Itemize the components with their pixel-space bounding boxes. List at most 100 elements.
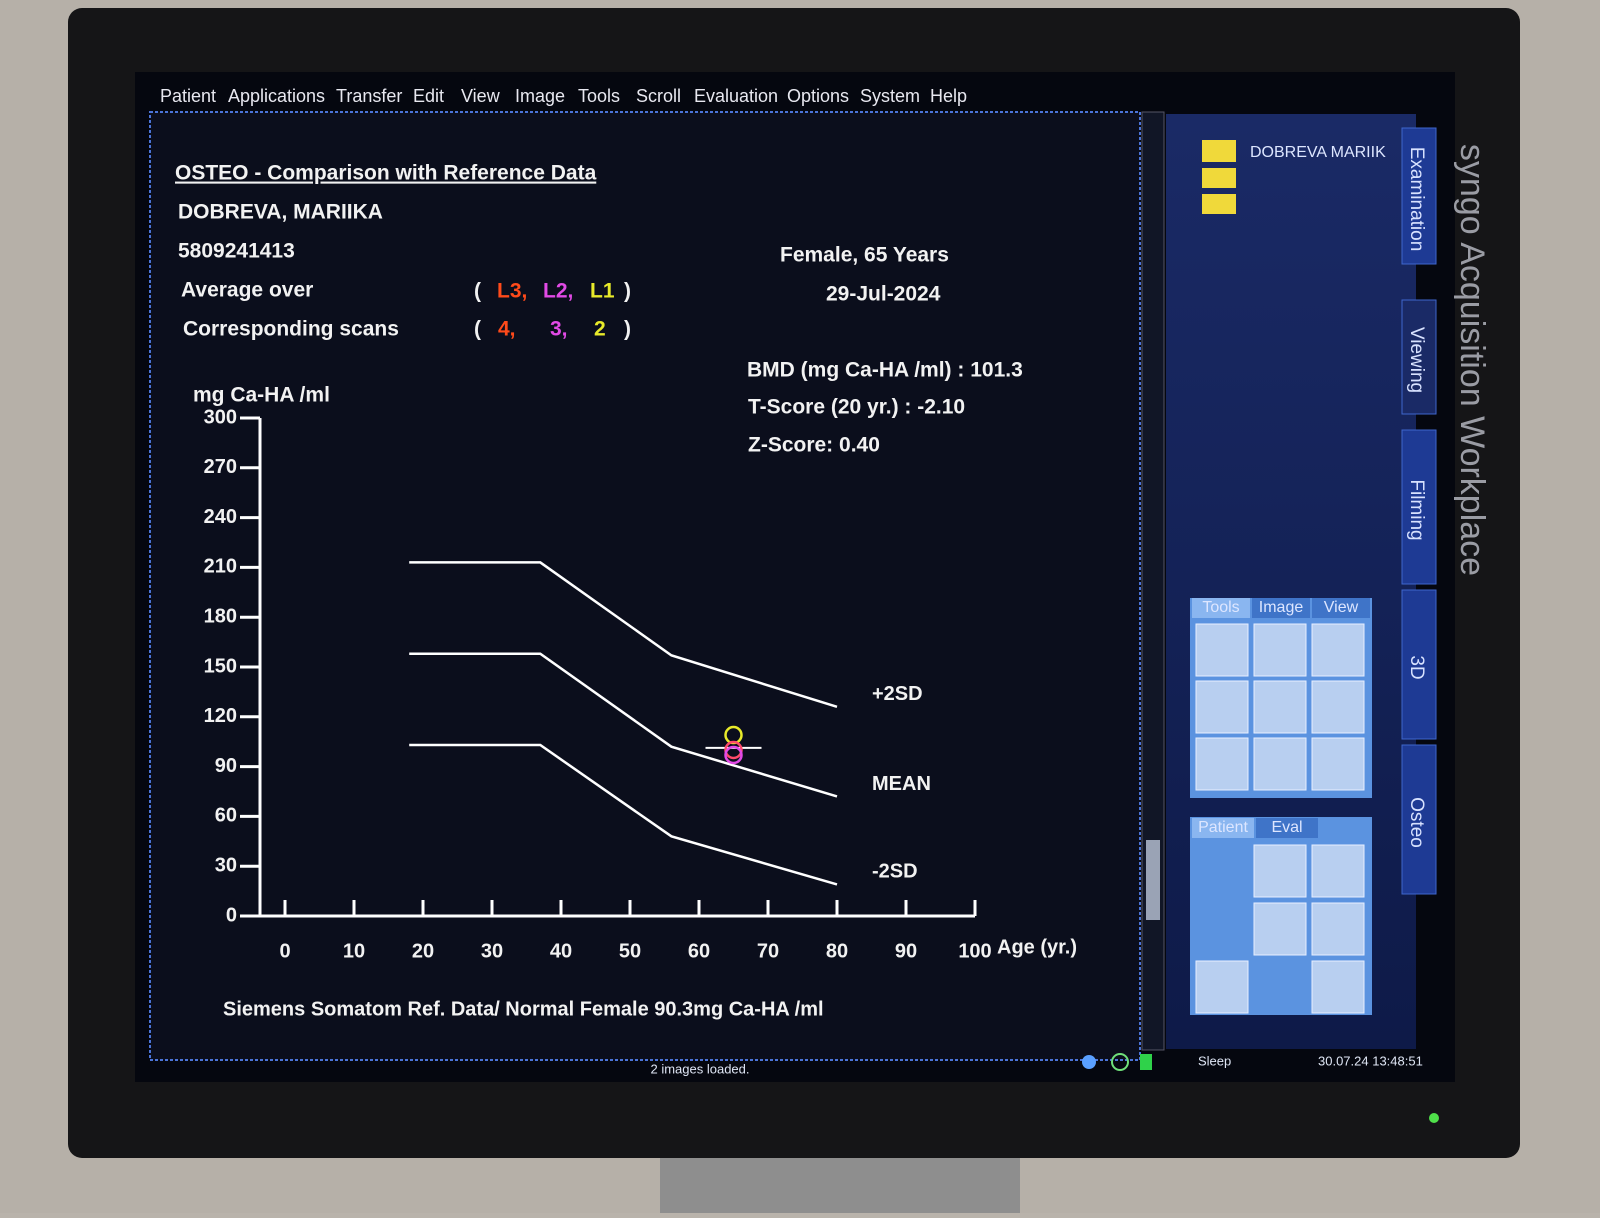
menu-item[interactable]: Scroll bbox=[636, 86, 681, 106]
tool-button[interactable] bbox=[1311, 960, 1365, 1014]
tab[interactable] bbox=[1401, 299, 1437, 415]
tool-tab[interactable] bbox=[1256, 818, 1318, 838]
scrollbar[interactable] bbox=[1141, 111, 1165, 1051]
menu-item[interactable]: System bbox=[860, 86, 920, 106]
t-score: T-Score (20 yr.) : -2.10 bbox=[748, 396, 965, 419]
reference-curve bbox=[409, 652, 838, 798]
status-icon bbox=[1111, 1053, 1129, 1071]
tab-label[interactable]: Examination bbox=[1406, 147, 1427, 252]
scroll-thumb[interactable] bbox=[1146, 840, 1160, 920]
tool-button[interactable] bbox=[1253, 680, 1307, 734]
status-icon bbox=[1140, 1054, 1152, 1070]
tool-button[interactable] bbox=[1311, 902, 1365, 956]
tab[interactable] bbox=[1401, 429, 1437, 585]
x-tick-label: 20 bbox=[412, 940, 434, 962]
tool-button[interactable] bbox=[1311, 844, 1365, 898]
y-tick-label: 0 bbox=[226, 904, 237, 926]
tool-button[interactable] bbox=[1195, 737, 1249, 791]
tab-label[interactable]: Osteo bbox=[1406, 797, 1427, 848]
tool-button[interactable] bbox=[1253, 623, 1307, 677]
tool-tabs: Tools Image View Patient Eval bbox=[1192, 598, 1370, 838]
tool-button[interactable] bbox=[1253, 844, 1307, 898]
report-title: OSTEO - Comparison with Reference Data bbox=[175, 162, 597, 185]
menu-item[interactable]: View bbox=[461, 86, 501, 106]
reference-curve bbox=[409, 743, 838, 886]
patient-folder[interactable]: DOBREVA MARIIK bbox=[1250, 144, 1386, 161]
x-axis-label: Age (yr.) bbox=[997, 936, 1077, 958]
scan-number: 4, bbox=[498, 318, 516, 341]
tool-tab[interactable] bbox=[1252, 598, 1310, 618]
x-tick-label: 90 bbox=[895, 940, 917, 962]
y-tick-label: 270 bbox=[204, 456, 237, 478]
curve-label: -2SD bbox=[872, 861, 918, 883]
tab-label[interactable]: Filming bbox=[1406, 479, 1427, 540]
x-tick-label: 50 bbox=[619, 940, 641, 962]
y-axis-label: mg Ca-HA /ml bbox=[193, 384, 330, 407]
tool-button[interactable] bbox=[1253, 737, 1307, 791]
tool-button[interactable] bbox=[1253, 902, 1307, 956]
chart: 0 30 60 90 120 150 180 210 240 270 300 0 10 20 30 40 50 6… bbox=[204, 406, 1077, 962]
curve-label: +2SD bbox=[872, 683, 923, 705]
tab[interactable] bbox=[1401, 744, 1437, 895]
menu-item[interactable]: Applications bbox=[228, 86, 325, 106]
tool-tab-label[interactable]: Eval bbox=[1271, 819, 1302, 836]
paren: ) bbox=[624, 318, 631, 341]
tool-button[interactable] bbox=[1311, 623, 1365, 677]
scans-label: Corresponding scans bbox=[183, 318, 399, 341]
tab[interactable] bbox=[1401, 127, 1437, 265]
y-tick-label: 60 bbox=[215, 805, 237, 827]
tool-tab[interactable] bbox=[1312, 598, 1370, 618]
x-tick-label: 80 bbox=[826, 940, 848, 962]
sleep[interactable]: Sleep bbox=[1198, 1053, 1231, 1068]
menu-bar: Patient Applications Transfer Edit View Image… bbox=[160, 86, 967, 106]
tool-button[interactable] bbox=[1195, 623, 1249, 677]
tool-buttons bbox=[1195, 623, 1365, 1014]
y-tick-label: 210 bbox=[204, 556, 237, 578]
tool-tab[interactable] bbox=[1192, 818, 1254, 838]
tool-tab-label[interactable]: Image bbox=[1259, 599, 1304, 616]
tab-label[interactable]: 3D bbox=[1406, 655, 1427, 679]
curve-label: MEAN bbox=[872, 773, 931, 795]
menu-item[interactable]: Patient bbox=[160, 86, 216, 106]
tool-button[interactable] bbox=[1195, 680, 1249, 734]
menu-item[interactable]: Tools bbox=[578, 86, 620, 106]
menu-item[interactable]: Edit bbox=[413, 86, 444, 106]
menu-item[interactable]: Evaluation bbox=[694, 86, 778, 106]
vertical-tabs: Examination Viewing Filming 3D Osteo bbox=[1401, 127, 1437, 895]
menu-item[interactable]: Transfer bbox=[336, 86, 402, 106]
tool-tab[interactable] bbox=[1192, 598, 1250, 618]
menu-item[interactable]: Help bbox=[930, 86, 967, 106]
footnote: Siemens Somatom Ref. Data/ Normal Female… bbox=[223, 998, 824, 1020]
tab-label[interactable]: Viewing bbox=[1406, 327, 1427, 393]
x-tick-label: 100 bbox=[958, 940, 991, 962]
y-tick-label: 150 bbox=[204, 655, 237, 677]
scan-number: 2 bbox=[594, 318, 606, 341]
menu-item[interactable]: Options bbox=[787, 86, 849, 106]
tool-button[interactable] bbox=[1311, 737, 1365, 791]
folder-icon bbox=[1202, 194, 1236, 214]
scan-number: 3, bbox=[550, 318, 568, 341]
status-icon bbox=[1082, 1055, 1096, 1069]
y-tick-label: 90 bbox=[215, 755, 237, 777]
tab[interactable] bbox=[1401, 589, 1437, 740]
menu-item[interactable]: Image bbox=[515, 86, 565, 106]
level: L2, bbox=[543, 280, 573, 303]
y-tick-label: 30 bbox=[215, 854, 237, 876]
tool-tab-label[interactable]: Tools bbox=[1202, 599, 1239, 616]
folder-icon bbox=[1202, 168, 1236, 188]
x-tick-label: 0 bbox=[279, 940, 290, 962]
patient-name: DOBREVA, MARIIKA bbox=[178, 201, 383, 224]
tool-button[interactable] bbox=[1195, 960, 1249, 1014]
tool-button[interactable] bbox=[1311, 680, 1365, 734]
patient-point bbox=[724, 745, 743, 765]
brand: syngo Acquisition Workplace bbox=[1453, 144, 1491, 576]
tool-tab-label[interactable]: Patient bbox=[1198, 819, 1248, 836]
reference-curve bbox=[409, 561, 838, 709]
status-message: 2 images loaded. bbox=[650, 1061, 749, 1076]
tool-tab-label[interactable]: View bbox=[1324, 599, 1359, 616]
folder-icon bbox=[1202, 140, 1236, 162]
bmd: BMD (mg Ca-HA /ml) : 101.3 bbox=[747, 359, 1023, 382]
levels: L3, L2, L1 4, 3, 2 bbox=[497, 280, 615, 341]
paren: ( bbox=[474, 280, 481, 303]
y-tick-label: 240 bbox=[204, 506, 237, 528]
